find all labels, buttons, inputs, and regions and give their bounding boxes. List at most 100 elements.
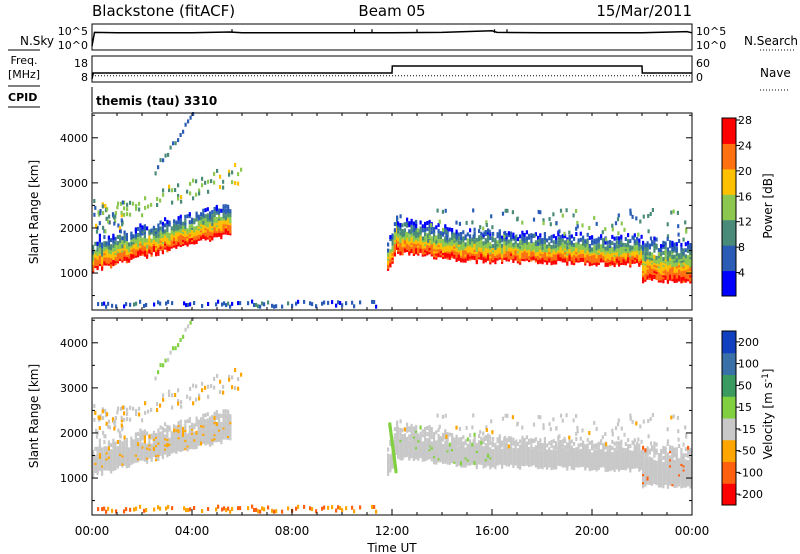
freq-label-2: [MHz] <box>8 68 40 81</box>
velocity-cell <box>444 429 447 434</box>
power-cell <box>498 233 501 238</box>
velocity-cell <box>141 444 144 449</box>
power-cell <box>539 233 542 238</box>
power-cell <box>104 204 107 208</box>
velocity-cell <box>200 421 203 426</box>
velocity-cell <box>157 438 160 443</box>
power-cell <box>267 300 270 305</box>
velocity-cell <box>591 464 594 469</box>
velocity-cell <box>631 456 634 461</box>
power-cell <box>444 254 447 259</box>
power-cell <box>123 212 126 217</box>
velocity-cell <box>537 463 540 468</box>
velocity-cell <box>92 449 95 454</box>
velocity-cell <box>110 443 113 448</box>
power-cell <box>430 223 433 228</box>
power-cell <box>175 230 178 235</box>
power-cell <box>550 238 553 243</box>
power-cell <box>511 210 514 215</box>
power-cell <box>412 237 415 242</box>
power-cell <box>179 233 182 237</box>
power-cell <box>678 257 681 262</box>
velocity-cell <box>622 451 625 456</box>
power-cell <box>156 197 159 201</box>
power-cell <box>173 243 176 248</box>
velocity-cell <box>98 459 101 463</box>
velocity-cell <box>460 453 463 458</box>
power-cell <box>521 234 524 239</box>
velocity-cell <box>492 461 495 466</box>
power-cell <box>341 303 344 308</box>
power-cell <box>662 259 665 264</box>
velocity-cell <box>193 423 196 428</box>
power-cell <box>112 262 115 267</box>
velocity-cell <box>202 427 205 432</box>
velocity-cell <box>227 409 230 414</box>
velocity-cell <box>396 420 399 425</box>
power-cell <box>653 248 656 253</box>
power-cell <box>217 299 220 304</box>
power-cell <box>462 230 465 235</box>
velocity-cell <box>173 448 176 453</box>
power-cell <box>237 181 240 186</box>
power-cell <box>141 239 144 244</box>
velocity-cell <box>222 415 225 420</box>
power-cell <box>605 237 608 242</box>
power-cell <box>406 231 409 236</box>
power-cell <box>550 249 553 254</box>
power-cell <box>335 303 338 308</box>
velocity-cell <box>175 427 178 432</box>
velocity-cell <box>591 452 594 457</box>
power-cell <box>471 237 474 242</box>
velocity-cell <box>602 461 605 466</box>
velocity-cell <box>419 451 422 456</box>
power-cell <box>143 252 146 257</box>
velocity-cell <box>406 436 409 441</box>
velocity-cell <box>421 429 424 434</box>
power-cell <box>229 209 232 214</box>
power-cell <box>227 227 230 231</box>
velocity-cell <box>629 444 632 449</box>
power-cell <box>586 238 589 243</box>
power-cell <box>575 248 578 253</box>
power-cell <box>586 248 589 253</box>
power-cell <box>646 259 649 264</box>
power-cell <box>204 222 207 227</box>
power-cell <box>126 202 129 207</box>
power-cell <box>222 210 225 215</box>
power-cell <box>224 230 227 235</box>
power-cell <box>437 229 440 233</box>
velocity-cell <box>593 462 596 466</box>
velocity-cell <box>148 452 151 457</box>
power-cell <box>442 249 445 253</box>
power-cell <box>609 244 612 248</box>
velocity-cell <box>215 424 218 429</box>
power-cell <box>234 163 237 167</box>
velocity-cell <box>168 437 171 442</box>
power-cell <box>501 247 504 252</box>
velocity-cell <box>202 413 205 418</box>
velocity-cell <box>141 442 144 447</box>
velocity-cell <box>455 446 458 451</box>
power-cell <box>387 264 390 269</box>
velocity-cell <box>112 459 115 463</box>
power-cell <box>433 229 436 233</box>
velocity-cell <box>150 455 153 460</box>
velocity-cell <box>200 417 203 422</box>
velocity-cell <box>218 413 221 418</box>
power-cell <box>555 238 558 243</box>
power-cell <box>434 236 437 241</box>
velocity-cell <box>130 446 133 451</box>
power-cell <box>153 302 156 307</box>
power-cell <box>137 243 140 248</box>
power-cell <box>687 259 690 264</box>
velocity-cell <box>507 462 510 467</box>
power-cell <box>135 301 138 306</box>
power-cell <box>617 213 620 218</box>
velocity-cell <box>155 432 158 437</box>
power-cell <box>130 245 133 250</box>
power-cell <box>640 244 643 249</box>
velocity-cell <box>442 454 445 458</box>
power-cell <box>568 243 571 247</box>
velocity-cell <box>475 449 478 453</box>
